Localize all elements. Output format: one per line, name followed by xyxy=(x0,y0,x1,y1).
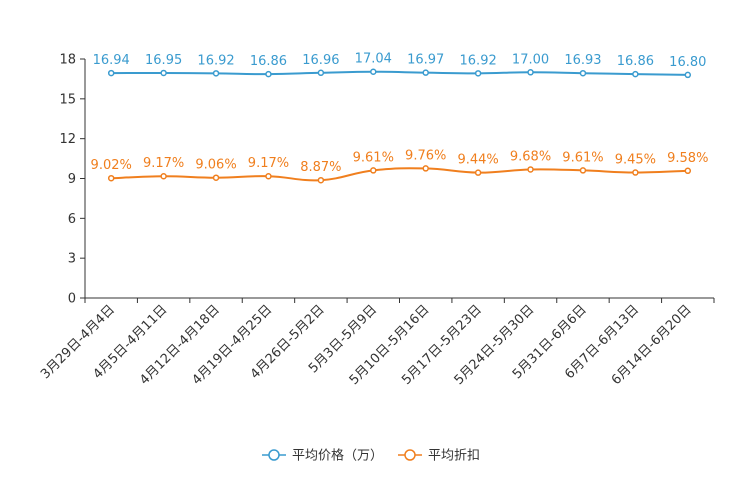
legend-label: 平均价格（万） xyxy=(292,448,383,464)
y-tick-label: 6 xyxy=(68,212,76,227)
data-point[interactable] xyxy=(160,69,167,77)
data-point[interactable] xyxy=(160,172,167,180)
data-label: 8.87% xyxy=(300,160,341,175)
data-label: 9.68% xyxy=(510,149,551,164)
series-1: 16.94 16.95 16.92 16.86 16.96 17.04 16.97 16.92… xyxy=(93,52,706,79)
data-point[interactable] xyxy=(370,68,377,75)
data-label: 16.92 xyxy=(197,53,234,68)
data-point[interactable] xyxy=(370,167,377,174)
legend[interactable]: 平均价格（万） 平均折扣 xyxy=(262,448,480,464)
data-point[interactable] xyxy=(474,169,482,176)
data-point[interactable] xyxy=(107,174,115,182)
data-point[interactable] xyxy=(212,70,220,77)
series-line xyxy=(111,167,688,182)
data-label: 16.96 xyxy=(302,53,339,68)
y-tick-label: 3 xyxy=(68,252,76,267)
legend-label: 平均折扣 xyxy=(428,449,480,464)
data-point[interactable] xyxy=(265,70,272,78)
data-label: 9.76% xyxy=(405,148,446,163)
data-label: 9.45% xyxy=(615,153,656,168)
data-label: 9.61% xyxy=(562,150,603,165)
data-point[interactable] xyxy=(422,165,429,172)
y-tick-label: 0 xyxy=(68,292,76,307)
data-point[interactable] xyxy=(107,69,115,77)
data-point[interactable] xyxy=(684,71,692,79)
data-point[interactable] xyxy=(632,70,639,78)
data-point[interactable] xyxy=(632,169,639,176)
y-tick-label: 18 xyxy=(59,53,76,68)
legend-item-2[interactable]: 平均折扣 xyxy=(398,449,480,464)
legend-item-1[interactable]: 平均价格（万） xyxy=(262,448,383,464)
data-label: 17.00 xyxy=(512,52,549,67)
data-point[interactable] xyxy=(422,69,429,76)
data-label: 16.86 xyxy=(617,54,654,69)
data-point[interactable] xyxy=(212,174,220,181)
data-label: 9.17% xyxy=(143,156,184,171)
y-tick-label: 9 xyxy=(68,172,76,187)
data-label: 16.97 xyxy=(407,53,444,68)
data-label: 16.94 xyxy=(93,53,130,68)
data-label: 16.93 xyxy=(564,53,601,68)
data-point[interactable] xyxy=(265,172,272,180)
data-point[interactable] xyxy=(579,167,587,174)
data-label: 17.04 xyxy=(355,52,392,67)
axes: 03691215183月29日-4月4日4月5日-4月11日4月12日-4月18… xyxy=(38,53,715,388)
data-point[interactable] xyxy=(684,167,692,175)
data-label: 16.92 xyxy=(460,53,497,68)
data-label: 9.61% xyxy=(353,150,394,165)
data-point[interactable] xyxy=(317,176,325,184)
data-label: 16.95 xyxy=(145,53,182,68)
data-point[interactable] xyxy=(474,70,482,77)
data-label: 9.02% xyxy=(91,158,132,173)
data-point[interactable] xyxy=(527,69,534,76)
data-label: 9.06% xyxy=(195,158,236,173)
data-label: 9.58% xyxy=(667,151,708,166)
data-label: 16.86 xyxy=(250,54,287,69)
series-2: 9.02% 9.17% 9.06% 9.17% 8.87% 9.61% 9.76% 9.44%… xyxy=(91,148,708,184)
data-point[interactable] xyxy=(317,69,325,77)
data-label: 16.80 xyxy=(669,55,706,70)
data-point[interactable] xyxy=(527,166,534,173)
y-tick-label: 15 xyxy=(59,92,76,107)
series-group: 16.94 16.95 16.92 16.86 16.96 17.04 16.97 16.92… xyxy=(91,52,708,184)
legend-marker-icon xyxy=(404,449,416,461)
data-label: 9.17% xyxy=(248,156,289,171)
series-line xyxy=(111,70,688,76)
legend-marker-icon xyxy=(268,449,280,461)
y-tick-label: 12 xyxy=(59,132,76,147)
data-label: 9.44% xyxy=(457,153,498,168)
data-point[interactable] xyxy=(579,69,587,77)
